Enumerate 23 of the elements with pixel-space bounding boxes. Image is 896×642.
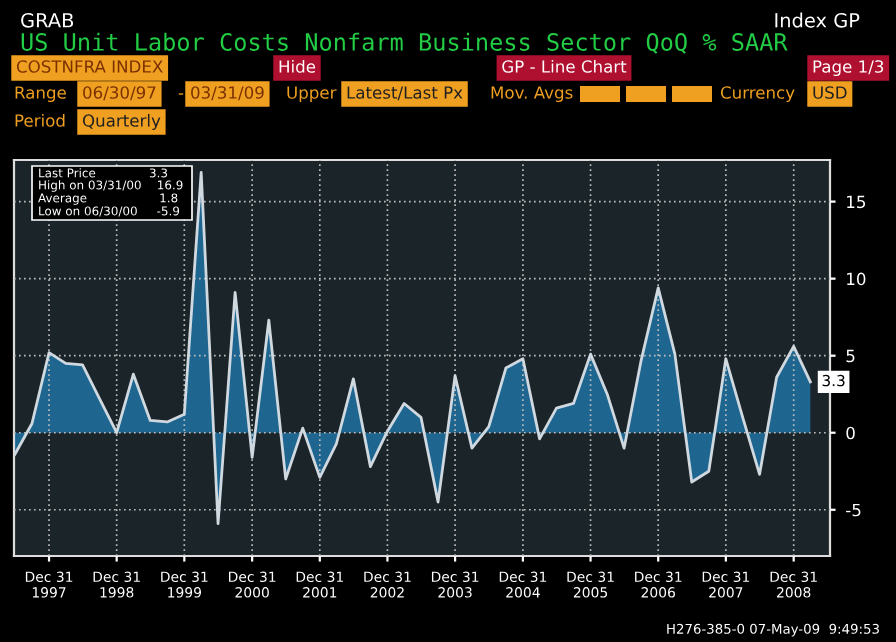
text: COSTNFRA INDEX xyxy=(16,60,163,73)
text: Quarterly xyxy=(82,113,161,131)
y-tick-label: 15 xyxy=(847,195,866,209)
text: GRAB xyxy=(21,12,74,28)
chart-title: US Unit Labor Costs Nonfarm Business Sector QoQ % SAAR xyxy=(21,32,788,54)
text: Index GP xyxy=(775,12,860,28)
text: 06/30/97 xyxy=(83,86,156,101)
text: Range xyxy=(15,86,66,103)
text: Currency xyxy=(720,86,795,103)
text: Hide xyxy=(279,59,316,73)
text: 03/31/09 xyxy=(191,86,264,101)
text: Latest/Last Px xyxy=(347,86,463,101)
text: - xyxy=(178,93,184,95)
y-tick-label: -5 xyxy=(846,503,861,517)
text: GP - Line Chart xyxy=(502,59,627,73)
text: USD xyxy=(813,86,847,99)
text: Period xyxy=(15,113,65,127)
text: Upper xyxy=(287,86,337,103)
y-tick-label: 10 xyxy=(847,272,866,286)
y-tick-label: 5 xyxy=(846,349,855,363)
text: Mov. Avgs xyxy=(491,86,573,103)
text: Page 1/3 xyxy=(813,60,884,77)
y-tick-label: 0 xyxy=(846,426,855,440)
